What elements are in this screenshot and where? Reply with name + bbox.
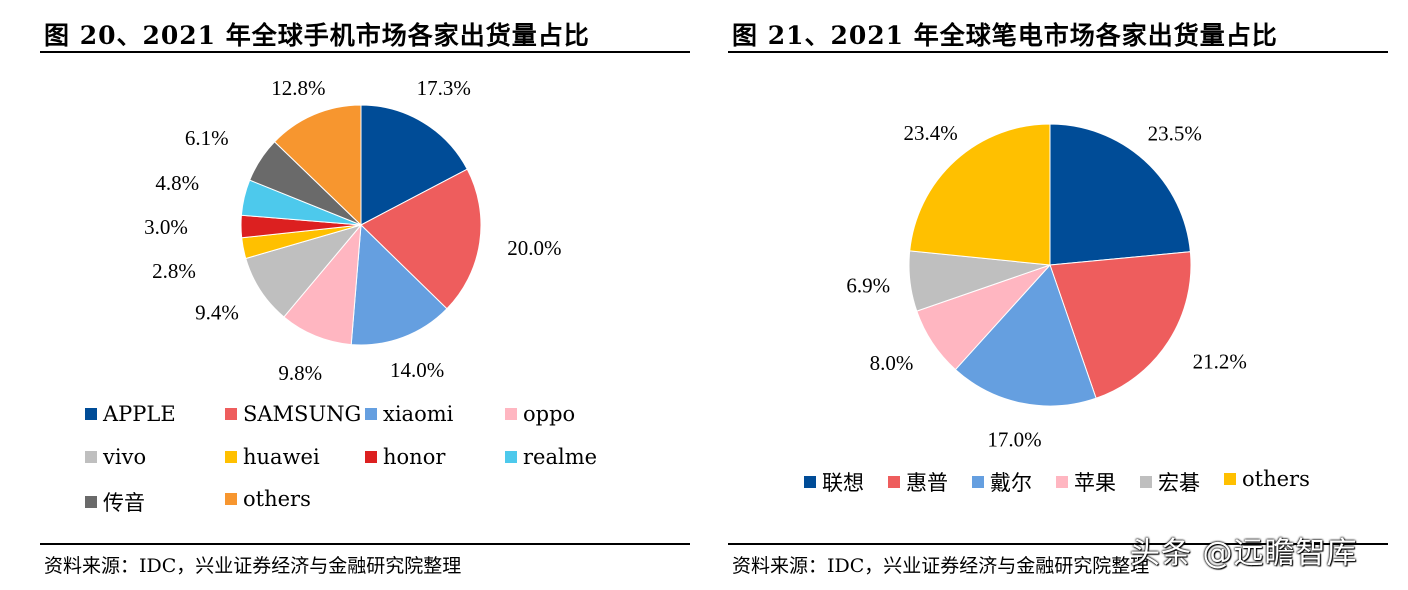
data-label-huawei: 2.8% [152, 259, 196, 283]
source-rule [728, 543, 1388, 545]
legend-item-xiaomi: xiaomi [365, 402, 453, 426]
data-label-xiaomi: 14.0% [390, 358, 444, 382]
chart-title: 图 21、2021 年全球笔电市场各家出货量占比 [732, 21, 1278, 50]
legend-item-联想: 联想 [804, 467, 864, 497]
legend-swatch [85, 451, 97, 463]
legend-label: 惠普 [906, 471, 948, 495]
legend-swatch [365, 408, 377, 420]
pie-slice-others [909, 123, 1051, 266]
legend-label: SAMSUNG [243, 402, 362, 426]
panel-phone-share: 图 20、2021 年全球手机市场各家出货量占比 17.3% 20.0% 14.0%… [40, 0, 690, 590]
legend-item-苹果: 苹果 [1056, 467, 1116, 497]
legend-swatch [505, 408, 517, 420]
data-label-SAMSUNG: 20.0% [507, 236, 561, 260]
legend-label: others [243, 487, 311, 511]
pie-slice-xiaomi [350, 223, 448, 346]
legend-swatch [225, 408, 237, 420]
pie-slice-SAMSUNG [360, 168, 482, 310]
data-label-联想: 23.5% [1148, 121, 1202, 145]
data-label-others: 12.8% [271, 76, 325, 100]
legend-label: 联想 [822, 471, 864, 495]
legend-swatch [888, 476, 900, 488]
pie-slice-oppo [283, 223, 362, 346]
legend-label: others [1242, 467, 1310, 491]
data-label-传音: 6.1% [185, 126, 229, 150]
phone-pie-chart: 17.3% 20.0% 14.0% 9.8% 9.4% 2.8% 3.0% 4.8% 6.1% 1… [144, 76, 561, 385]
source-note: 资料来源：IDC，兴业证券经济与金融研究院整理 [44, 555, 462, 577]
legend-label: 戴尔 [990, 471, 1032, 495]
pie-slice-others [273, 104, 362, 227]
pie-slice-惠普 [1049, 251, 1192, 399]
legend-item-honor: honor [365, 445, 445, 469]
laptop-pie-chart: 23.5% 21.2% 17.0% 8.0% 6.9% 23.4% [846, 121, 1247, 451]
source-rule [40, 543, 690, 545]
legend-item-others: others [225, 487, 311, 511]
legend-item-惠普: 惠普 [888, 467, 948, 497]
legend-label: oppo [523, 402, 576, 426]
legend-item-SAMSUNG: SAMSUNG [225, 402, 361, 426]
data-label-realme: 4.8% [155, 171, 199, 195]
legend-swatch [85, 408, 97, 420]
title-rule [728, 51, 1388, 53]
legend-swatch [505, 451, 517, 463]
data-label-oppo: 9.8% [278, 361, 322, 385]
legend-swatch [225, 451, 237, 463]
legend-label: 传音 [103, 491, 145, 515]
legend-item-vivo: vivo [85, 445, 146, 469]
legend-swatch [1224, 473, 1236, 485]
chart-title: 图 20、2021 年全球手机市场各家出货量占比 [44, 21, 590, 50]
data-label-戴尔: 17.0% [987, 427, 1041, 451]
watermark: 头条 @远瞻智库 [1130, 536, 1358, 571]
legend-swatch [1140, 476, 1152, 488]
legend-item-戴尔: 戴尔 [972, 467, 1032, 497]
pie-slice-戴尔 [954, 264, 1097, 407]
title-rule [40, 51, 690, 53]
legend-item-oppo: oppo [505, 402, 575, 426]
data-label-vivo: 9.4% [195, 300, 239, 324]
data-label-惠普: 21.2% [1193, 349, 1247, 373]
data-label-honor: 3.0% [144, 215, 188, 239]
data-label-APPLE: 17.3% [417, 76, 471, 100]
legend-swatch [85, 496, 97, 508]
legend-label: APPLE [103, 402, 176, 426]
legend-item-huawei: huawei [225, 445, 320, 469]
legend-label: xiaomi [383, 402, 454, 426]
data-label-苹果: 8.0% [870, 351, 914, 375]
source-note: 资料来源：IDC，兴业证券经济与金融研究院整理 [732, 555, 1150, 577]
legend-swatch [1056, 476, 1068, 488]
data-label-others: 23.4% [903, 121, 957, 145]
legend-item-传音: 传音 [85, 487, 145, 517]
legend-item-APPLE: APPLE [85, 402, 176, 426]
legend-swatch [972, 476, 984, 488]
legend-swatch [804, 476, 816, 488]
panel-laptop-share: 图 21、2021 年全球笔电市场各家出货量占比 23.5% 21.2% 17.0%… [728, 0, 1388, 590]
legend-item-realme: realme [505, 445, 597, 469]
legend-label: realme [523, 445, 598, 469]
legend-label: vivo [103, 445, 147, 469]
legend-label: 宏碁 [1158, 471, 1200, 495]
legend-label: 苹果 [1074, 471, 1116, 495]
legend-swatch [365, 451, 377, 463]
legend-label: huawei [243, 445, 320, 469]
legend-label: honor [383, 445, 446, 469]
legend-swatch [225, 493, 237, 505]
pie-slice-联想 [1049, 123, 1191, 266]
legend-item-others: others [1224, 467, 1310, 491]
pie-slice-APPLE [360, 104, 468, 226]
legend-item-宏碁: 宏碁 [1140, 467, 1200, 497]
data-label-宏碁: 6.9% [846, 274, 890, 298]
